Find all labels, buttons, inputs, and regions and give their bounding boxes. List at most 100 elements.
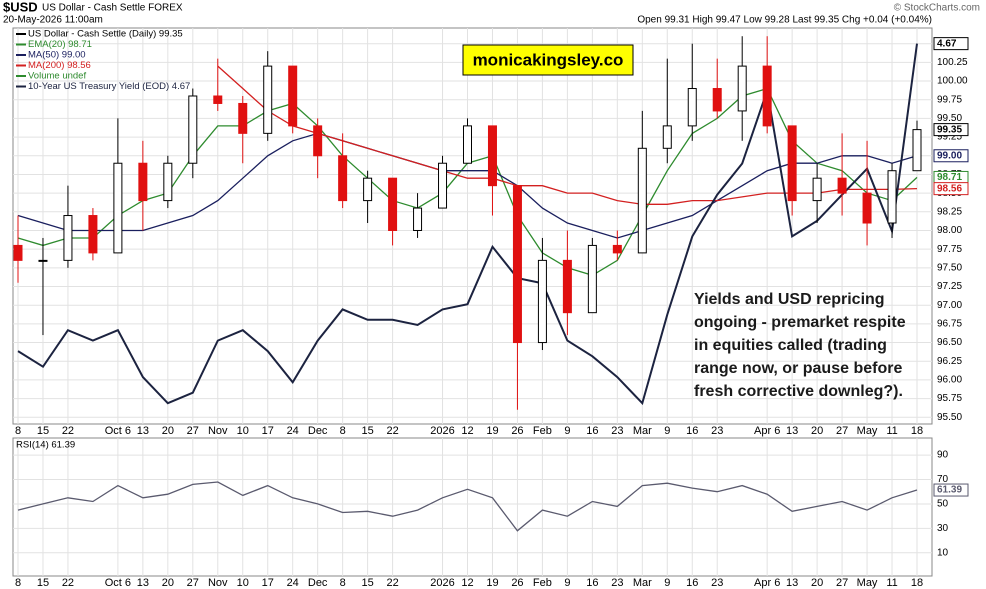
rsi-frame: [12, 437, 933, 577]
candle-body: [862, 192, 872, 224]
watermark-box: [462, 44, 634, 76]
candle-body: [737, 65, 747, 112]
x-tick-label: 9: [564, 425, 570, 437]
x-tick-label: 10: [237, 577, 249, 589]
labels: monicakingsley.co Yields and USD reprici…: [15, 29, 969, 589]
y-tick-label: 97.25: [937, 281, 962, 292]
candle-body: [537, 259, 547, 344]
value-tag-box: [933, 123, 969, 137]
y-tick-label: 70: [937, 474, 949, 485]
candle-body: [363, 177, 373, 202]
grid: [13, 28, 932, 576]
candle-body: [512, 185, 522, 344]
value-tag-box: [933, 483, 969, 497]
x-tick-label: 17: [262, 577, 274, 589]
y-tick-label: 96.50: [937, 337, 962, 348]
x-tick-label: 22: [386, 577, 398, 589]
commentary-line: fresh corrective downleg?).: [694, 383, 903, 400]
x-tick-label: Oct 6: [105, 577, 131, 589]
x-tick-label: 8: [340, 577, 346, 589]
x-tick-label: 27: [187, 425, 199, 437]
x-tick-label: Dec: [308, 425, 328, 437]
candle-body: [113, 162, 123, 254]
x-tick-label: 23: [711, 425, 723, 437]
x-tick-label: 18: [911, 577, 923, 589]
commentary-line: range now, or pause before: [694, 360, 902, 377]
legend-label: MA(200) 98.56: [28, 60, 91, 71]
candle-body: [263, 65, 273, 134]
x-tick-label: 11: [886, 577, 897, 589]
main-frame: [12, 27, 933, 425]
x-tick-label: 2026: [430, 577, 454, 589]
x-tick-label: 27: [836, 425, 848, 437]
candle-body: [562, 259, 572, 314]
y-tick-label: 96.75: [937, 319, 962, 330]
series-line: [17, 481, 918, 532]
credit: © StockCharts.com: [894, 3, 980, 14]
candle-body: [63, 215, 73, 261]
x-tick-label: 16: [686, 577, 698, 589]
x-tick-label: 26: [511, 425, 523, 437]
x-tick-label: 12: [461, 577, 473, 589]
x-tick-label: 20: [811, 425, 823, 437]
x-tick-label: 22: [62, 425, 74, 437]
x-tick-label: 15: [361, 425, 373, 437]
candle-body: [438, 162, 448, 209]
y-tick-label: 95.75: [937, 393, 962, 404]
candle-body: [463, 125, 472, 164]
candle-body: [762, 65, 772, 127]
x-tick-label: 26: [511, 577, 523, 589]
x-tick-label: 10: [237, 425, 249, 437]
legend-label: US Dollar - Cash Settle (Daily) 99.35: [28, 29, 183, 40]
symbol: $USD: [3, 0, 38, 14]
candle-body: [687, 88, 697, 127]
y-tick-label: 50: [937, 499, 949, 510]
value-tag: 98.56: [937, 183, 962, 194]
x-tick-label: 27: [187, 577, 199, 589]
candle-body: [13, 244, 23, 261]
y-tick-label: 97.00: [937, 300, 962, 311]
x-tick-label: 15: [361, 577, 373, 589]
y-tick-label: 10: [937, 547, 949, 558]
x-tick-label: 16: [586, 577, 598, 589]
commentary-line: ongoing - premarket respite: [694, 314, 906, 331]
candle-body: [712, 88, 722, 112]
y-tick-label: 98.00: [937, 225, 962, 236]
x-tick-label: 18: [911, 425, 923, 437]
y-tick-label: 100.00: [937, 76, 968, 87]
candle-body: [487, 125, 497, 187]
date: 20-May-2026 11:00am: [3, 15, 103, 26]
x-tick-label: 13: [137, 577, 149, 589]
x-tick-label: Nov: [208, 577, 228, 589]
y-tick-label: 30: [937, 523, 949, 534]
candle-body: [912, 129, 922, 172]
x-tick-label: 22: [386, 425, 398, 437]
quote: Open 99.31 High 99.47 Low 99.28 Last 99.…: [637, 15, 932, 26]
x-tick-label: Oct 6: [105, 425, 131, 437]
y-tick-label: 100.25: [937, 57, 968, 68]
x-tick-label: 9: [664, 425, 670, 437]
commentary-line: Yields and USD repricing: [694, 291, 885, 308]
x-tick-label: 24: [287, 425, 299, 437]
x-tick-label: 13: [786, 577, 798, 589]
x-tick-label: 16: [586, 425, 598, 437]
x-tick-label: 9: [664, 577, 670, 589]
x-tick-label: 9: [564, 577, 570, 589]
y-tick-label: 95.50: [937, 412, 962, 423]
candle-body: [887, 170, 897, 224]
x-tick-label: 19: [486, 425, 498, 437]
x-tick-label: 17: [262, 425, 274, 437]
series-line: [217, 65, 918, 205]
candle-body: [188, 95, 198, 164]
watermark: monicakingsley.co: [473, 50, 624, 69]
x-tick-label: 13: [786, 425, 798, 437]
value-tag: 98.71: [937, 172, 962, 183]
y-tick-label: 90: [937, 450, 949, 461]
candle-body: [662, 125, 672, 149]
x-tick-label: 20: [162, 425, 174, 437]
candle-body: [38, 259, 48, 262]
candle-body: [388, 177, 398, 231]
x-tick-label: 8: [340, 425, 346, 437]
